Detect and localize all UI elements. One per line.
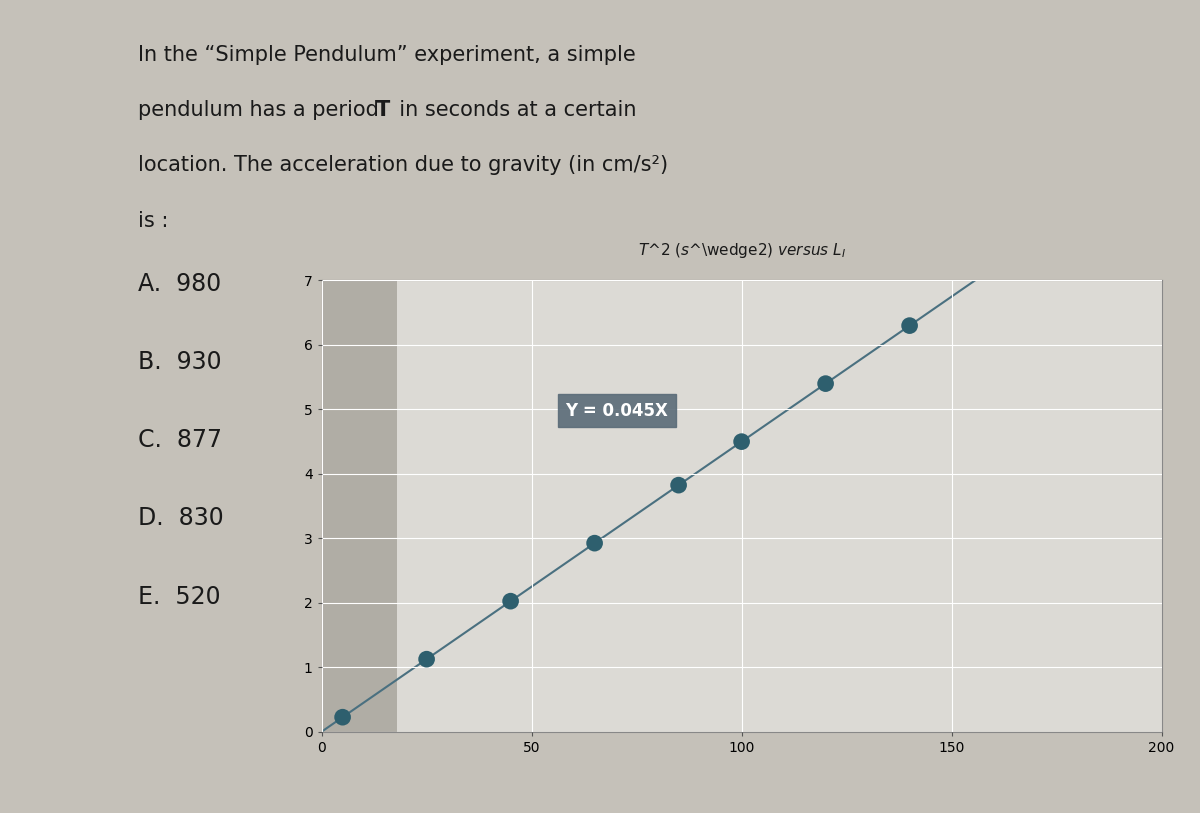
- Text: T: T: [376, 100, 390, 120]
- Point: [502, 594, 521, 607]
- Bar: [322, 280, 397, 732]
- Text: location. The acceleration due to gravity (in cm/s²): location. The acceleration due to gravit…: [138, 155, 668, 176]
- Text: C.  877: C. 877: [138, 428, 222, 453]
- Point: [816, 377, 835, 390]
- Point: [984, 261, 1003, 274]
- Point: [900, 319, 919, 332]
- Text: pendulum has a period: pendulum has a period: [138, 100, 385, 120]
- Text: D.  830: D. 830: [138, 506, 223, 531]
- Text: E.  520: E. 520: [138, 585, 221, 609]
- Point: [334, 711, 353, 724]
- Text: $T$^2 $(s$^\wedge$2)$ $\it{versus}$ $L_I$: $T$^2 $(s$^\wedge$2)$ $\it{versus}$ $L_I…: [637, 241, 846, 260]
- Text: Y = 0.045X: Y = 0.045X: [565, 402, 668, 420]
- Point: [670, 479, 689, 492]
- Text: is :: is :: [138, 211, 168, 231]
- Text: in seconds at a certain: in seconds at a certain: [386, 100, 637, 120]
- Text: In the “Simple Pendulum” experiment, a simple: In the “Simple Pendulum” experiment, a s…: [138, 45, 636, 65]
- Point: [584, 537, 604, 550]
- Text: A.  980: A. 980: [138, 272, 221, 297]
- Point: [732, 435, 751, 448]
- Point: [418, 653, 437, 666]
- Text: B.  930: B. 930: [138, 350, 222, 375]
